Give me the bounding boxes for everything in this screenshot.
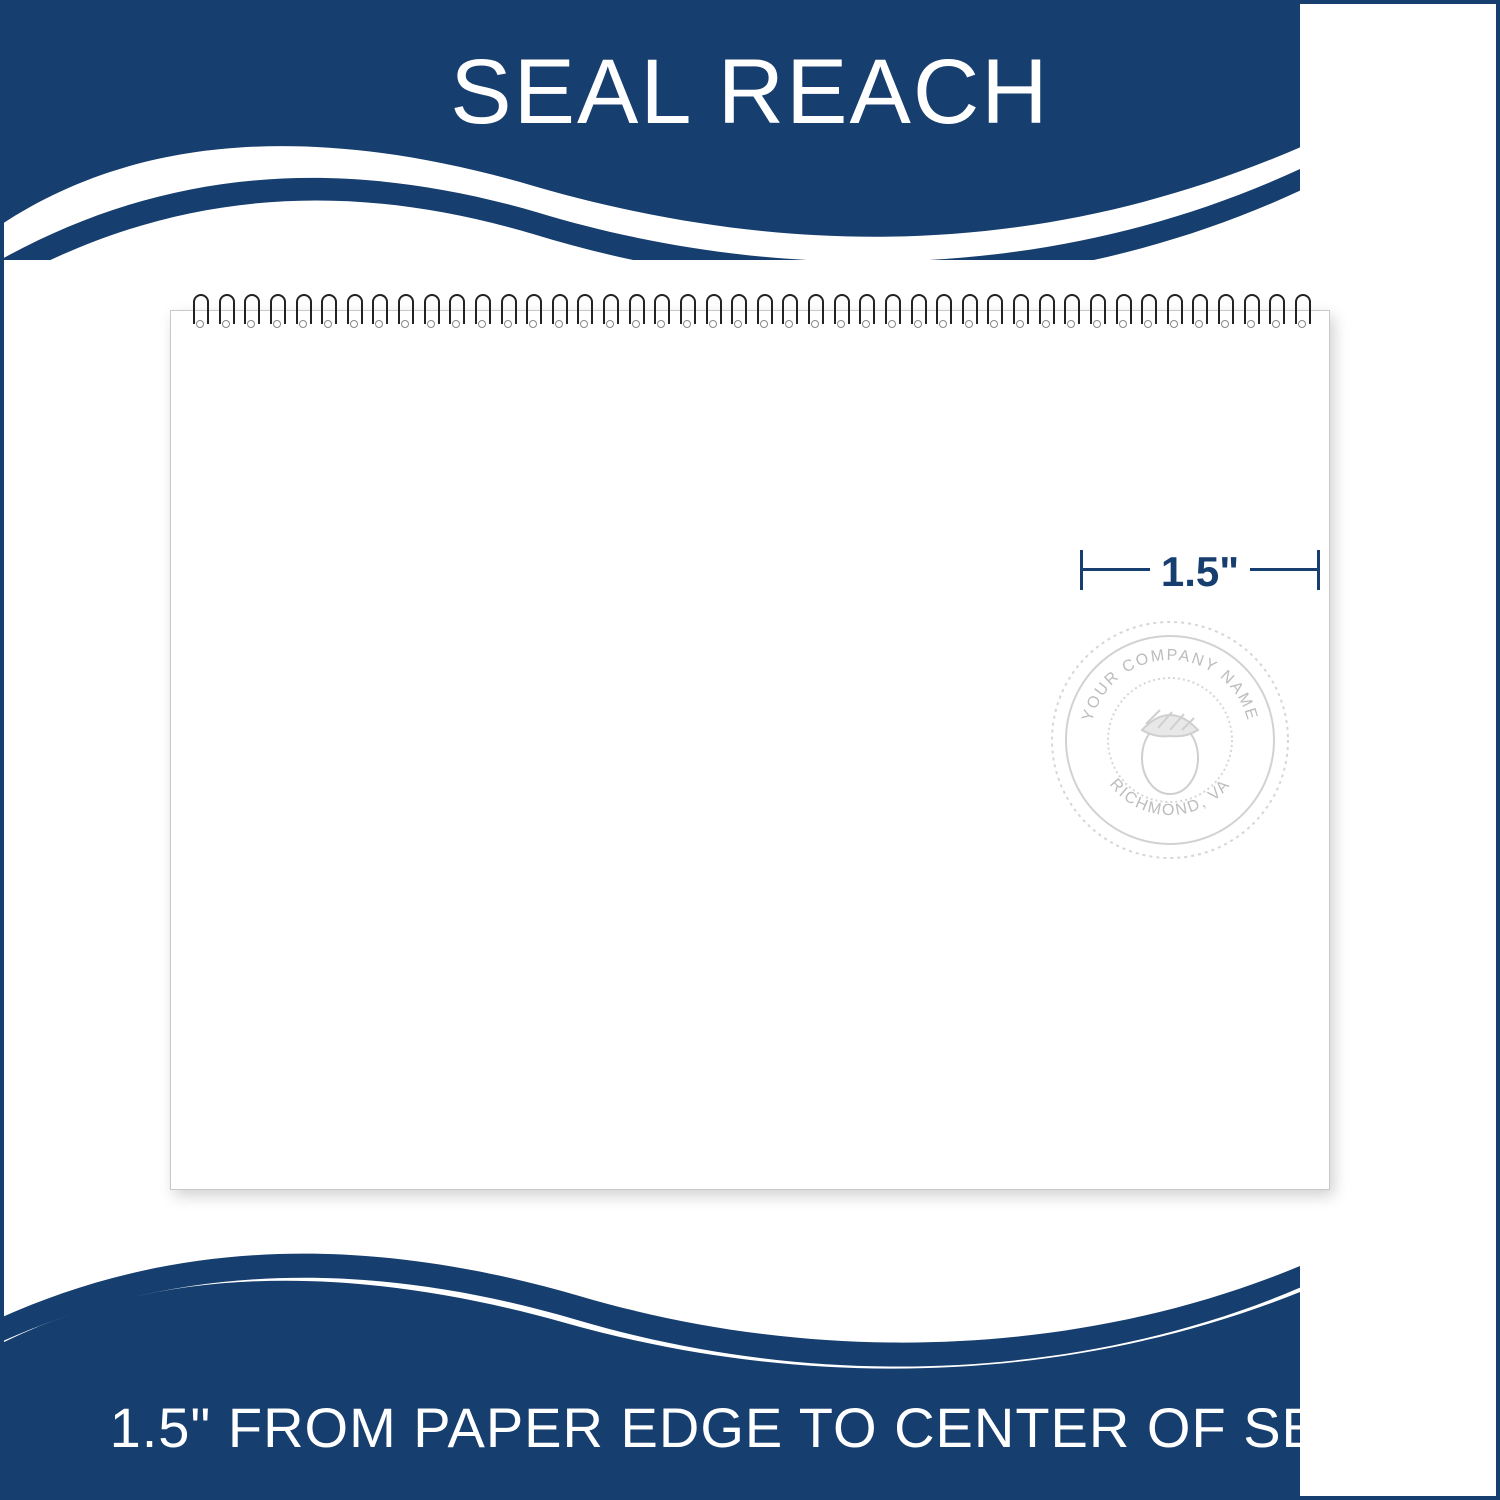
spiral-coil: [960, 294, 976, 328]
spiral-coil: [883, 294, 899, 328]
spiral-coil: [217, 294, 233, 328]
spiral-coil: [755, 294, 771, 328]
spiral-coil: [909, 294, 925, 328]
spiral-coil: [780, 294, 796, 328]
spiral-coil: [1139, 294, 1155, 328]
spiral-coil: [1216, 294, 1232, 328]
spiral-coil: [652, 294, 668, 328]
spiral-coil: [550, 294, 566, 328]
spiral-binding: [191, 293, 1309, 329]
measurement-bracket: 1.5": [1080, 540, 1320, 600]
spiral-coil: [1165, 294, 1181, 328]
spiral-coil: [1088, 294, 1104, 328]
spiral-coil: [1011, 294, 1027, 328]
spiral-coil: [729, 294, 745, 328]
spiral-coil: [1037, 294, 1053, 328]
spiral-coil: [627, 294, 643, 328]
bracket-cap-right: [1317, 550, 1320, 590]
footer-caption: 1.5" FROM PAPER EDGE TO CENTER OF SEAL: [0, 1395, 1500, 1460]
spiral-coil: [473, 294, 489, 328]
spiral-coil: [678, 294, 694, 328]
spiral-coil: [1114, 294, 1130, 328]
spiral-coil: [601, 294, 617, 328]
spiral-coil: [345, 294, 361, 328]
spiral-coil: [575, 294, 591, 328]
spiral-coil: [370, 294, 386, 328]
spiral-coil: [832, 294, 848, 328]
spiral-coil: [1242, 294, 1258, 328]
spiral-coil: [524, 294, 540, 328]
spiral-coil: [191, 294, 207, 328]
seal-icon: YOUR COMPANY NAME RICHMOND, VA: [1040, 610, 1300, 870]
spiral-coil: [1293, 294, 1309, 328]
spiral-coil: [447, 294, 463, 328]
embossed-seal: YOUR COMPANY NAME RICHMOND, VA: [1040, 610, 1300, 870]
spiral-coil: [242, 294, 258, 328]
spiral-coil: [396, 294, 412, 328]
spiral-coil: [319, 294, 335, 328]
measurement-label: 1.5": [1150, 548, 1250, 596]
spiral-coil: [268, 294, 284, 328]
spiral-coil: [704, 294, 720, 328]
spiral-coil: [985, 294, 1001, 328]
spiral-coil: [499, 294, 515, 328]
page-title: SEAL REACH: [0, 40, 1500, 145]
spiral-coil: [857, 294, 873, 328]
spiral-coil: [1190, 294, 1206, 328]
spiral-coil: [806, 294, 822, 328]
spiral-coil: [1267, 294, 1283, 328]
spiral-coil: [294, 294, 310, 328]
spiral-coil: [934, 294, 950, 328]
spiral-coil: [422, 294, 438, 328]
spiral-coil: [1062, 294, 1078, 328]
bottom-swoosh: [0, 1240, 1300, 1500]
